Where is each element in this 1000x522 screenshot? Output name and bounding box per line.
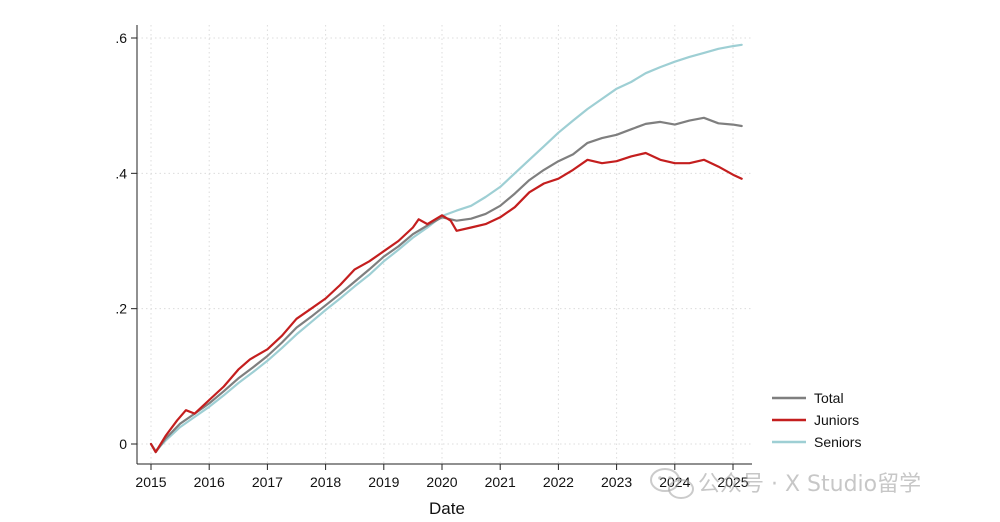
wechat-icon [650, 468, 694, 499]
y-tick-label: 0 [119, 436, 127, 452]
y-tick-label: .4 [115, 165, 127, 181]
x-tick-label: 2019 [368, 474, 399, 490]
series-line-total [149, 116, 743, 454]
x-tick-label: 2021 [485, 474, 516, 490]
grid-layer [137, 25, 752, 464]
x-tick-label: 2023 [601, 474, 632, 490]
x-axis-title: Date [429, 499, 465, 518]
legend-label-total: Total [814, 390, 844, 406]
x-tick-label: 2016 [194, 474, 225, 490]
y-tick-label: .2 [115, 301, 127, 317]
x-tick-label: 2020 [426, 474, 457, 490]
x-tick-label: 2018 [310, 474, 341, 490]
x-tick-label: 2015 [135, 474, 166, 490]
series-line-juniors [149, 151, 743, 454]
watermark: 公众号 · X Studio留学 [650, 468, 921, 499]
axis-layer: 2015 2016 2017 2018 2019 2020 2021 2022 2023 2024… [115, 25, 752, 490]
y-tick-label: .6 [115, 30, 127, 46]
legend-label-seniors: Seniors [814, 434, 861, 450]
x-tick-label: 2017 [252, 474, 283, 490]
legend: Total Juniors Seniors [772, 390, 861, 450]
legend-label-juniors: Juniors [814, 412, 859, 428]
x-tick-label: 2022 [543, 474, 574, 490]
x-tick-label: 2025 [717, 474, 748, 490]
series-line-seniors [149, 43, 743, 452]
watermark-label: 公众号 · X Studio留学 [698, 472, 921, 497]
series-layer [149, 43, 743, 454]
